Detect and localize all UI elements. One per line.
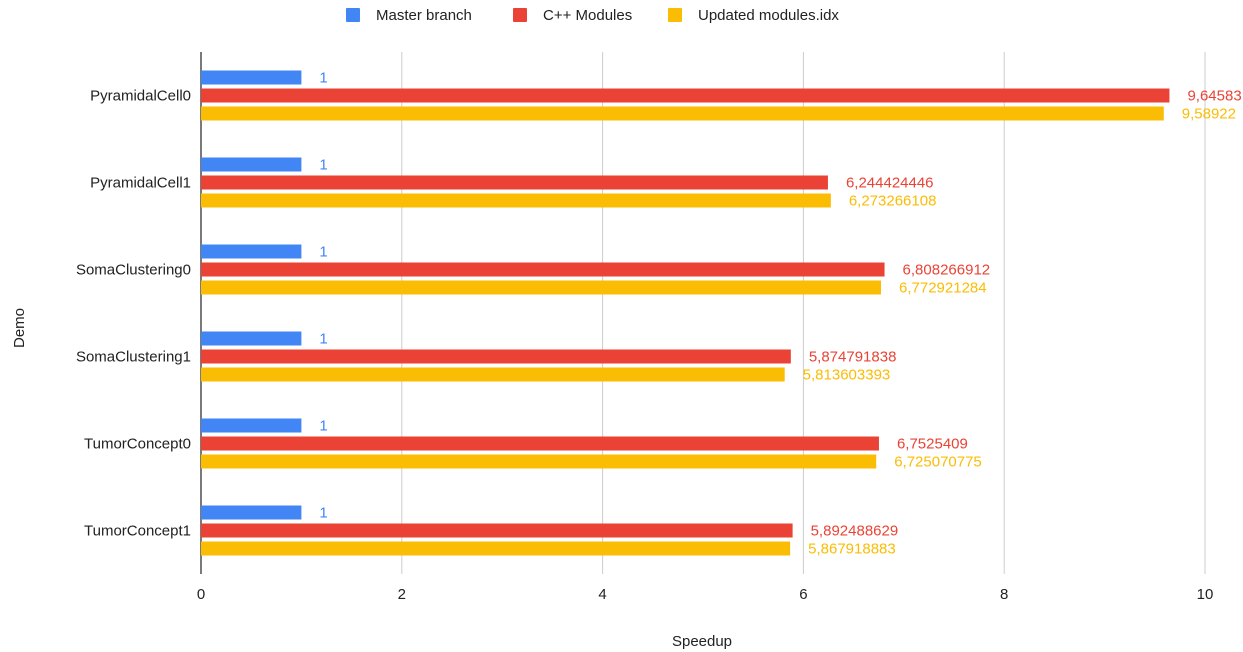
bar (201, 523, 793, 538)
data-label: 6,7525409 (897, 436, 968, 453)
legend-swatch (346, 8, 360, 22)
data-label: 9,58922 (1182, 106, 1236, 123)
category-label: TumorConcept1 (84, 523, 191, 540)
bar (201, 262, 885, 277)
bar (201, 454, 877, 469)
x-tick-label: 10 (1197, 586, 1214, 603)
bar (201, 331, 302, 346)
legend-swatch (513, 8, 527, 22)
x-axis-title: Speedup (672, 633, 732, 650)
category-label: PyramidalCell1 (90, 175, 191, 192)
legend-label: C++ Modules (543, 7, 632, 24)
bar (201, 418, 302, 433)
bar (201, 367, 785, 382)
data-label: 5,874791838 (809, 349, 897, 366)
category-label: PyramidalCell0 (90, 88, 191, 105)
x-tick-label: 8 (1000, 586, 1008, 603)
data-label: 5,892488629 (811, 523, 899, 540)
data-label: 1 (319, 70, 327, 87)
data-label: 1 (319, 505, 327, 522)
data-label: 6,725070775 (894, 454, 982, 471)
bar (201, 349, 791, 364)
data-label: 6,808266912 (903, 262, 991, 279)
data-label: 6,244424446 (846, 175, 934, 192)
bar (201, 88, 1170, 103)
x-tick-label: 6 (799, 586, 807, 603)
x-tick-labels: 0 2 4 6 8 10 (197, 586, 1214, 603)
category-label: SomaClustering1 (76, 349, 191, 366)
category-label: TumorConcept0 (84, 436, 191, 453)
data-label: 9,64583 (1187, 88, 1241, 105)
data-label: 1 (319, 157, 327, 174)
data-label: 5,813603393 (803, 367, 891, 384)
data-label: 6,273266108 (849, 193, 937, 210)
legend-label: Updated modules.idx (698, 7, 839, 24)
data-label: 6,772921284 (899, 280, 987, 297)
gridlines (200, 52, 1206, 574)
category-label: SomaClustering0 (76, 262, 191, 279)
category-labels: PyramidalCell0 PyramidalCell1 SomaClusteri… (76, 88, 191, 540)
legend: Master branch C++ Modules Updated modules.… (346, 7, 839, 24)
bar (201, 106, 1164, 121)
y-axis-title: Demo (11, 308, 28, 348)
bar (201, 505, 302, 520)
legend-swatch (668, 8, 682, 22)
legend-label: Master branch (376, 7, 472, 24)
data-label: 1 (319, 418, 327, 435)
bar (201, 70, 302, 85)
data-label: 5,867918883 (808, 541, 896, 558)
bar (201, 280, 882, 295)
x-tick-label: 2 (398, 586, 406, 603)
bar (201, 541, 791, 556)
bar (201, 244, 302, 259)
bar (201, 157, 302, 172)
x-tick-label: 4 (598, 586, 606, 603)
data-label: 1 (319, 331, 327, 348)
x-tick-label: 0 (197, 586, 205, 603)
data-label: 1 (319, 244, 327, 261)
bar (201, 193, 831, 208)
bar (201, 436, 879, 451)
bars (201, 70, 1170, 556)
bar (201, 175, 828, 190)
